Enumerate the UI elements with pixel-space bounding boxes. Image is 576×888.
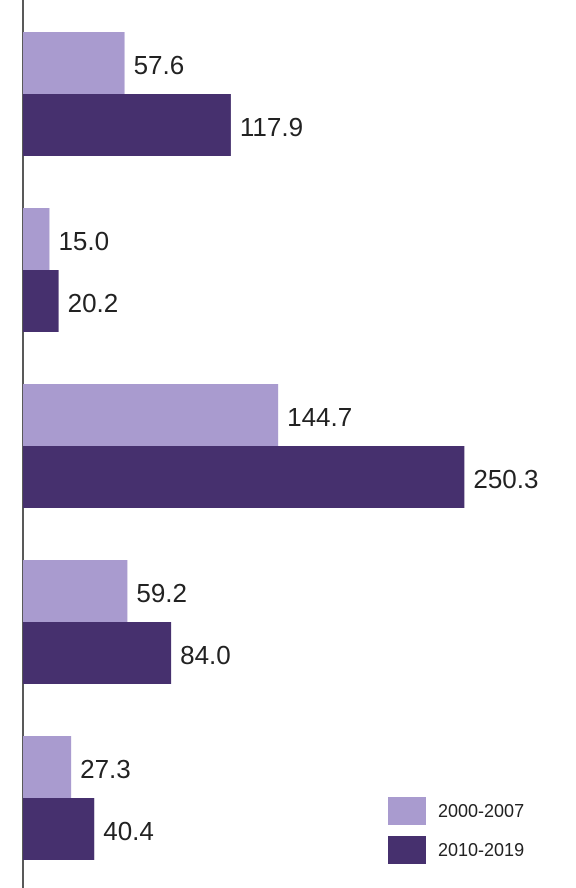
bar [23, 622, 171, 684]
value-label: 59.2 [136, 578, 187, 608]
bar [23, 384, 278, 446]
chart: 57.6 117.9 15.0 20.2 144.7 250.3 59.2 84.0 27.3 4… [0, 0, 576, 888]
bar [23, 94, 231, 156]
legend-swatch [388, 836, 426, 864]
bar [23, 736, 71, 798]
legend-label: 2000-2007 [438, 801, 524, 821]
bar [23, 446, 464, 508]
value-label: 57.6 [134, 50, 185, 80]
value-label: 40.4 [103, 816, 154, 846]
value-label: 84.0 [180, 640, 231, 670]
value-label: 144.7 [287, 402, 352, 432]
value-label: 27.3 [80, 754, 131, 784]
bar [23, 798, 94, 860]
bar [23, 32, 125, 94]
value-label: 20.2 [68, 288, 119, 318]
value-label: 250.3 [473, 464, 538, 494]
page: 57.6 117.9 15.0 20.2 144.7 250.3 59.2 84.0 27.3 4… [0, 0, 576, 888]
bar [23, 208, 49, 270]
value-label: 117.9 [240, 112, 303, 142]
legend-swatch [388, 797, 426, 825]
legend-label: 2010-2019 [438, 840, 524, 860]
bar [23, 270, 59, 332]
bar [23, 560, 127, 622]
value-label: 15.0 [58, 226, 109, 256]
